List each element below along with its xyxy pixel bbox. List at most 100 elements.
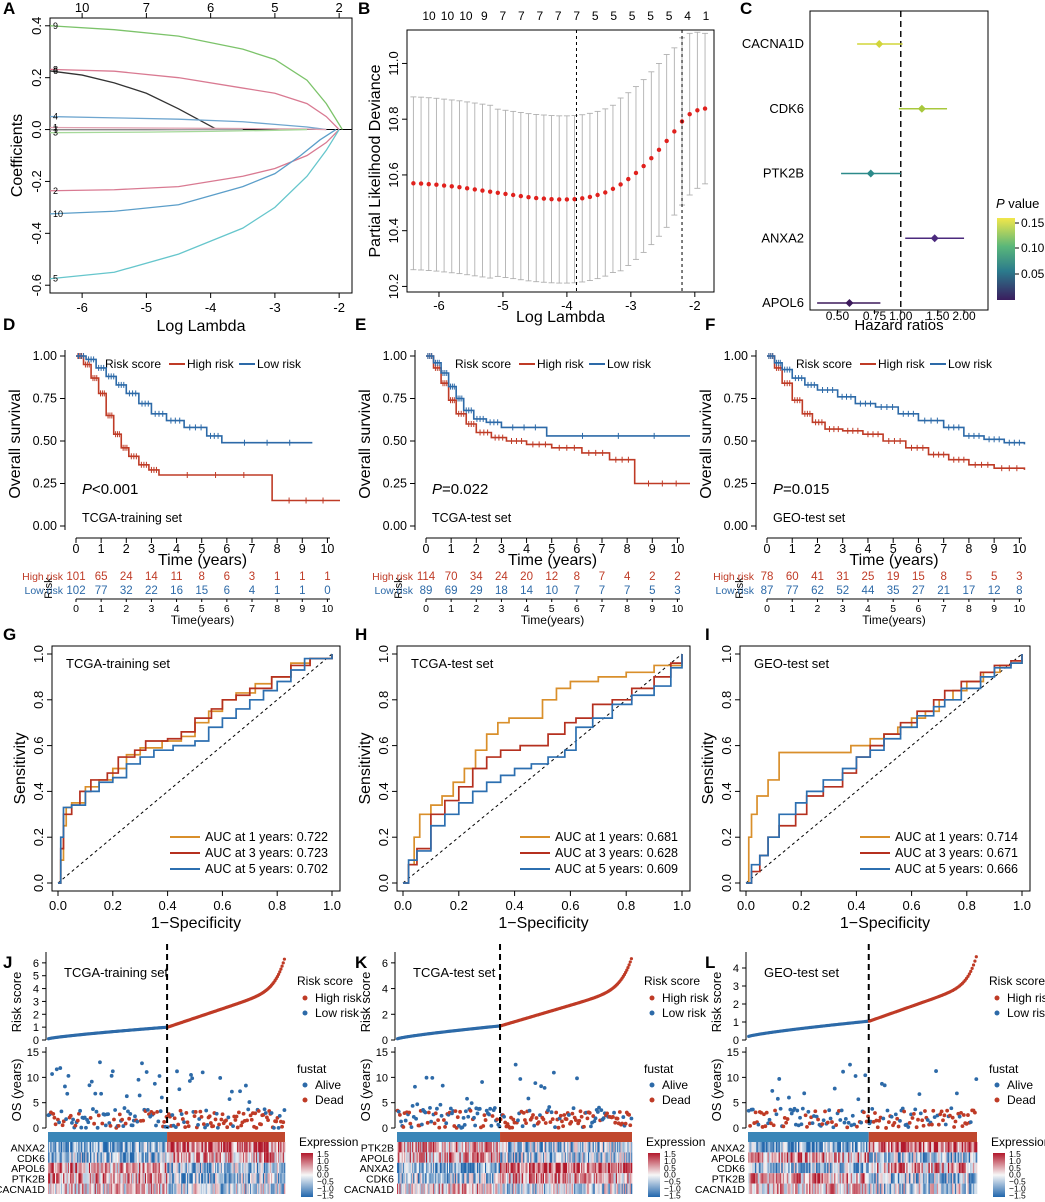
heat-cell <box>556 1152 559 1163</box>
heat-cell <box>184 1162 187 1174</box>
heat-cell <box>65 1173 67 1184</box>
heat-cell <box>554 1183 556 1194</box>
heat-cell <box>896 1152 899 1163</box>
heat-cell <box>768 1183 771 1194</box>
heat-cell <box>422 1183 424 1194</box>
heat-cell <box>223 1162 225 1174</box>
os-point <box>831 1125 836 1130</box>
heat-cell <box>248 1173 251 1184</box>
heat-cell <box>838 1173 840 1184</box>
heat-cell <box>598 1162 600 1174</box>
heat-cell <box>961 1152 964 1163</box>
heat-cell <box>169 1183 171 1194</box>
heat-cell <box>965 1173 968 1184</box>
heat-cell <box>759 1183 761 1194</box>
os-point <box>938 1112 943 1117</box>
heat-cell <box>99 1152 101 1163</box>
x-axis-label: Log Lambda <box>157 318 246 335</box>
heat-cell <box>548 1142 551 1153</box>
heat-cell <box>114 1183 117 1194</box>
heat-cell <box>230 1142 232 1153</box>
heat-cell <box>975 1142 978 1153</box>
heat-cell <box>523 1152 525 1163</box>
heat-cell <box>49 1183 51 1194</box>
heat-cell <box>205 1183 208 1194</box>
heat-cell <box>92 1173 94 1184</box>
heat-cell <box>575 1162 577 1174</box>
y-tick-label: 15 <box>727 1047 739 1059</box>
heat-cell <box>516 1152 518 1163</box>
heat-cell <box>123 1142 126 1153</box>
heat-cell <box>872 1142 875 1153</box>
os-point <box>789 1111 794 1116</box>
heat-cell <box>540 1152 543 1163</box>
heat-cell <box>64 1142 66 1153</box>
panel-letter-H: H <box>355 625 367 644</box>
heat-cell <box>600 1152 603 1163</box>
heat-cell <box>450 1162 452 1174</box>
heat-cell <box>446 1173 449 1184</box>
heat-cell <box>546 1173 548 1184</box>
legend-low-label: Low risk <box>257 357 302 371</box>
heat-cell <box>198 1162 201 1174</box>
heat-cell <box>83 1162 85 1174</box>
os-point <box>403 1118 408 1123</box>
heat-cell <box>53 1152 56 1163</box>
heat-cell <box>167 1173 169 1184</box>
heat-cell <box>574 1183 576 1194</box>
heat-cell <box>464 1162 466 1174</box>
heat-cell <box>214 1173 217 1184</box>
heat-cell <box>66 1142 69 1153</box>
heat-cell <box>542 1183 545 1194</box>
heat-cell <box>750 1152 753 1163</box>
heat-cell <box>447 1173 450 1184</box>
heat-cell <box>630 1183 633 1194</box>
heat-cell <box>430 1142 433 1153</box>
heat-cell <box>108 1183 111 1194</box>
heat-cell <box>450 1152 452 1163</box>
heat-cell <box>611 1162 613 1174</box>
heat-cell <box>906 1162 908 1174</box>
heat-cell <box>616 1152 619 1163</box>
heat-cell <box>754 1173 757 1184</box>
heat-cell <box>885 1173 888 1184</box>
heat-cell <box>472 1183 474 1194</box>
heat-cell <box>921 1173 924 1184</box>
heat-cell <box>610 1173 612 1184</box>
heat-cell <box>233 1183 236 1194</box>
heat-cell <box>563 1183 566 1194</box>
heat-cell <box>600 1173 603 1184</box>
heat-cell <box>575 1142 577 1153</box>
heat-cell <box>252 1152 254 1163</box>
heat-cell <box>888 1152 890 1163</box>
heat-cell <box>792 1183 795 1194</box>
heat-cell <box>616 1183 619 1194</box>
heat-cell <box>275 1173 278 1184</box>
heat-cell <box>120 1183 122 1194</box>
heat-cell <box>50 1173 52 1184</box>
os-point <box>875 1125 880 1130</box>
heat-cell <box>249 1142 252 1153</box>
os-point <box>830 1120 834 1124</box>
heat-cell <box>424 1183 427 1194</box>
x-axis-label: Log Lambda <box>516 309 605 326</box>
x-tick-label: 9 <box>991 542 998 556</box>
heat-cell <box>836 1183 839 1194</box>
heat-cell <box>971 1142 974 1153</box>
heat-cell <box>142 1183 145 1194</box>
heat-cell <box>154 1173 156 1184</box>
x-tick-label: 5 <box>890 542 897 556</box>
os-point <box>407 1110 412 1115</box>
os-point <box>863 1073 868 1078</box>
risk-count-low: 44 <box>862 585 875 597</box>
heat-cell <box>153 1162 155 1174</box>
heat-cell <box>91 1173 93 1184</box>
heat-cell <box>971 1152 974 1163</box>
heat-cell <box>102 1173 105 1184</box>
risk-count-high: 8 <box>199 571 205 583</box>
heat-cell <box>414 1183 416 1194</box>
heat-cell <box>87 1173 90 1184</box>
os-point <box>211 1124 216 1129</box>
heat-cell <box>756 1142 759 1153</box>
heat-cell <box>280 1152 282 1163</box>
